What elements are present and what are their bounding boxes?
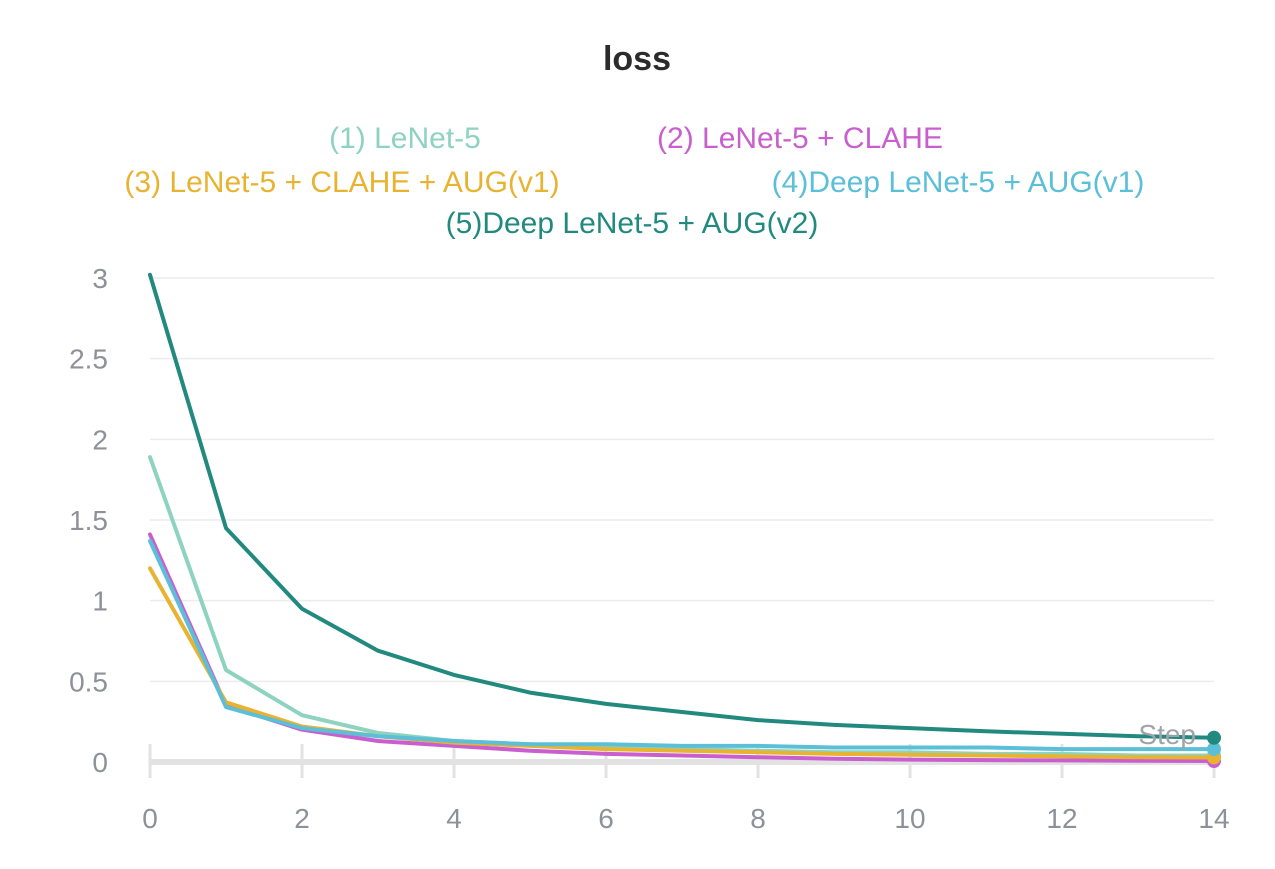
y-tick-label: 1.5: [69, 505, 108, 536]
legend-item-5: (5)Deep LeNet-5 + AUG(v2): [446, 207, 819, 240]
legend-item-4: (4)Deep LeNet-5 + AUG(v1): [772, 166, 1145, 199]
series-line-2: [148, 532, 1216, 763]
x-tick-label: 10: [894, 803, 925, 834]
x-tick-label: 8: [750, 803, 766, 834]
y-tick-label: 0.5: [69, 666, 108, 697]
legend: (1) LeNet-5 (2) LeNet-5 + CLAHE (3) LeNet-…: [124, 122, 1144, 240]
axes: 0 0.5 1 1.5 2 2.5 3 0 2 4 6 8 10 12 14: [69, 263, 1230, 834]
x-tick-label: 2: [294, 803, 310, 834]
x-tick-label: 12: [1046, 803, 1077, 834]
y-tick-label: 2: [92, 424, 108, 455]
y-tick-label: 2.5: [69, 344, 108, 375]
series-line-4: [148, 539, 1216, 752]
y-tick-label: 1: [92, 586, 108, 617]
series-line-5: [148, 272, 1216, 740]
series-end-point-4: [1207, 742, 1221, 757]
x-tick-label: 6: [598, 803, 614, 834]
legend-item-2: (2) LeNet-5 + CLAHE: [657, 122, 943, 155]
series-end-point-5: [1207, 730, 1221, 745]
chart-title: loss: [603, 40, 671, 78]
x-tick-label: 4: [446, 803, 462, 834]
x-tick-label: 14: [1198, 803, 1229, 834]
grid: [150, 277, 1214, 683]
legend-item-3: (3) LeNet-5 + CLAHE + AUG(v1): [124, 166, 559, 199]
y-tick-label: 0: [92, 747, 108, 778]
y-tick-label: 3: [92, 263, 108, 294]
legend-item-1: (1) LeNet-5: [329, 122, 481, 155]
series-lines: [148, 272, 1221, 769]
x-tick-label: 0: [142, 803, 158, 834]
x-axis-step-annotation: Step: [1138, 719, 1196, 750]
